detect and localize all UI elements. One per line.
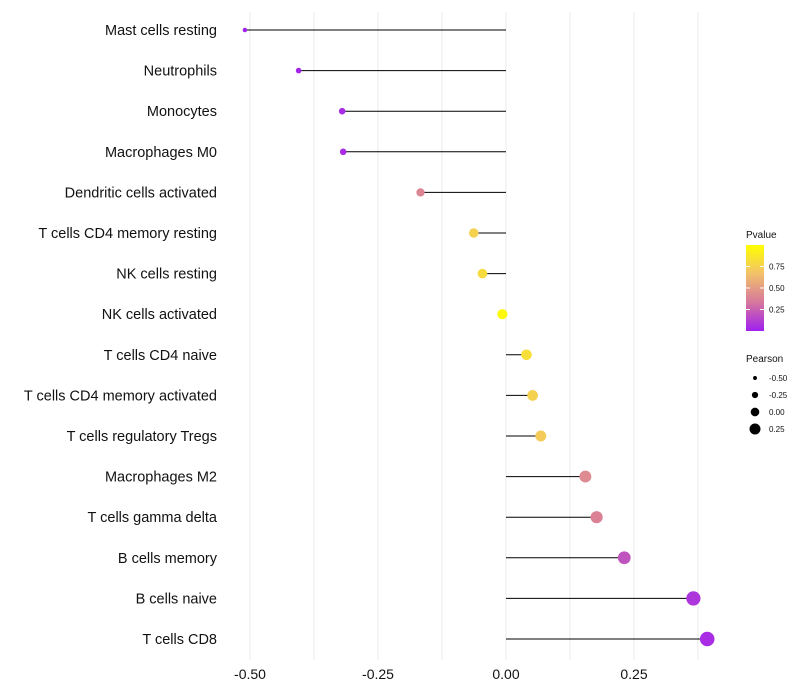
pvalue-colorbar: [746, 245, 764, 331]
colorbar-tick-label: 0.75: [769, 263, 785, 272]
size-legend-dot: [750, 407, 760, 417]
category-label: B cells naive: [136, 591, 217, 607]
category-label: Monocytes: [147, 104, 217, 120]
category-label: T cells CD4 naive: [104, 348, 217, 364]
size-legend-label: 0.00: [769, 408, 785, 417]
lollipop-point: [339, 148, 347, 156]
lollipop-point: [295, 67, 302, 74]
x-tick-label: -0.25: [362, 666, 394, 682]
category-labels: Mast cells resting Neutrophils Monocytes Ma…: [24, 23, 218, 648]
size-legend-label: 0.25: [769, 425, 785, 434]
lollipop-stems: [244, 29, 708, 640]
category-label: Neutrophils: [144, 64, 217, 80]
lollipop-point: [521, 349, 532, 361]
colorbar-tick-label: 0.50: [769, 284, 785, 293]
lollipop-point: [699, 631, 715, 647]
category-label: T cells CD4 memory resting: [38, 226, 217, 242]
lollipop-point: [242, 27, 248, 33]
lollipop-point: [477, 268, 488, 279]
lollipop-point: [686, 591, 701, 606]
lollipop-point: [497, 309, 508, 320]
category-label: T cells regulatory Tregs: [67, 429, 217, 445]
category-label: B cells memory: [118, 551, 218, 567]
category-label: T cells CD4 memory activated: [24, 388, 217, 404]
category-label: Mast cells resting: [105, 23, 217, 39]
lollipop-point: [527, 390, 538, 401]
x-tick-label: -0.50: [234, 666, 266, 682]
pearson-legend: Pearson -0.50 -0.25 0.00 0.25: [746, 354, 788, 435]
pvalue-legend-title: Pvalue: [746, 230, 777, 241]
lollipop-point: [579, 470, 592, 483]
lollipop-point: [617, 551, 631, 565]
pvalue-legend-ticks: 0.25 0.50 0.75: [746, 263, 785, 315]
pvalue-legend: Pvalue 0.25 0.50 0.75: [746, 230, 785, 331]
lollipop-point: [338, 107, 346, 115]
size-legend-label: -0.25: [769, 391, 788, 400]
category-label: Macrophages M0: [105, 145, 217, 161]
size-legend-dot: [749, 423, 761, 435]
category-label: Dendritic cells activated: [65, 185, 217, 201]
lollipop-point: [469, 228, 479, 238]
lollipop-point: [416, 188, 425, 197]
colorbar-tick-label: 0.25: [769, 306, 785, 315]
lollipop-point: [535, 430, 547, 442]
category-label: T cells gamma delta: [88, 510, 218, 526]
x-axis-tick-labels: -0.50 -0.25 0.00 0.25: [234, 666, 648, 682]
category-label: NK cells activated: [102, 307, 217, 323]
category-label: T cells CD8: [142, 632, 217, 648]
pearson-legend-items: -0.50 -0.25 0.00 0.25: [749, 374, 788, 435]
lollipop-point: [590, 511, 603, 524]
x-tick-label: 0.00: [492, 666, 519, 682]
size-legend-dot: [753, 376, 757, 380]
category-label: NK cells resting: [116, 267, 217, 283]
category-label: Macrophages M2: [105, 470, 217, 486]
pearson-legend-title: Pearson: [746, 354, 783, 365]
lollipop-points: [242, 27, 715, 647]
x-tick-label: 0.25: [620, 666, 647, 682]
size-legend-label: -0.50: [769, 374, 788, 383]
size-legend-dot: [751, 391, 759, 399]
grid-lines: [249, 12, 699, 660]
